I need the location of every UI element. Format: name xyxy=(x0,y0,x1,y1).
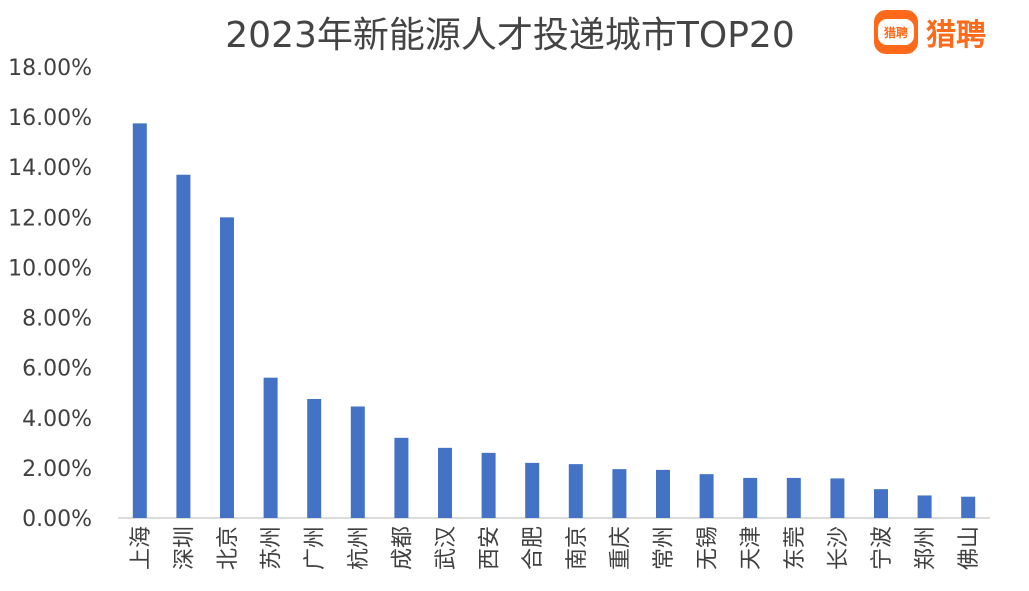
brand-logo: 猎聘 猎聘 xyxy=(874,10,986,54)
bar xyxy=(176,174,191,518)
y-tick-label: 6.00% xyxy=(22,357,92,382)
x-tick-label: 重庆 xyxy=(608,526,633,570)
bar xyxy=(568,464,583,518)
x-tick-label: 上海 xyxy=(129,526,154,570)
liepin-logo-icon: 猎聘 xyxy=(874,10,918,54)
x-tick-label: 合肥 xyxy=(521,526,546,570)
x-tick-label: 南京 xyxy=(565,526,590,570)
x-tick-label: 杭州 xyxy=(347,526,372,570)
x-tick-label: 常州 xyxy=(652,526,677,570)
x-tick-label: 东莞 xyxy=(783,526,808,570)
bar xyxy=(917,495,932,518)
bar xyxy=(961,496,976,518)
bar xyxy=(394,437,409,518)
x-tick-label: 广州 xyxy=(303,526,328,570)
bar xyxy=(263,377,278,518)
bar xyxy=(656,469,670,518)
x-tick-label: 北京 xyxy=(216,526,241,570)
x-tick-label: 郑州 xyxy=(914,526,939,570)
y-tick-label: 18.00% xyxy=(8,56,92,81)
x-tick-label: 无锡 xyxy=(696,526,721,570)
y-tick-label: 0.00% xyxy=(22,507,92,532)
bar xyxy=(438,447,452,518)
x-tick-label: 武汉 xyxy=(434,526,459,570)
logo-bubble-text: 猎聘 xyxy=(878,19,914,45)
bar xyxy=(874,489,888,518)
bar xyxy=(830,478,845,518)
x-tick-label: 天津 xyxy=(739,526,764,570)
x-tick-label: 深圳 xyxy=(172,526,197,570)
bar xyxy=(307,398,322,518)
bar xyxy=(481,452,496,518)
y-tick-label: 2.00% xyxy=(22,457,92,482)
y-tick-label: 16.00% xyxy=(8,106,92,131)
bar xyxy=(743,477,758,518)
bar xyxy=(699,474,714,518)
x-tick-label: 宁波 xyxy=(870,526,895,570)
bar xyxy=(612,469,627,518)
x-tick-label: 苏州 xyxy=(260,526,285,570)
y-tick-label: 12.00% xyxy=(8,206,92,231)
x-tick-label: 佛山 xyxy=(957,526,982,570)
bar xyxy=(525,462,540,518)
y-tick-label: 4.00% xyxy=(22,407,92,432)
y-tick-label: 10.00% xyxy=(8,256,92,281)
bar xyxy=(350,406,365,518)
x-tick-label: 长沙 xyxy=(826,526,851,570)
bar xyxy=(220,217,234,519)
x-tick-label: 成都 xyxy=(390,526,415,570)
x-tick-label: 西安 xyxy=(478,526,503,570)
chart-title: 2023年新能源人才投递城市TOP20 xyxy=(225,15,795,56)
y-tick-label: 14.00% xyxy=(8,156,92,181)
y-tick-label: 8.00% xyxy=(22,307,92,332)
brand-name: 猎聘 xyxy=(926,18,986,53)
bar xyxy=(132,123,147,518)
bar xyxy=(786,477,801,518)
